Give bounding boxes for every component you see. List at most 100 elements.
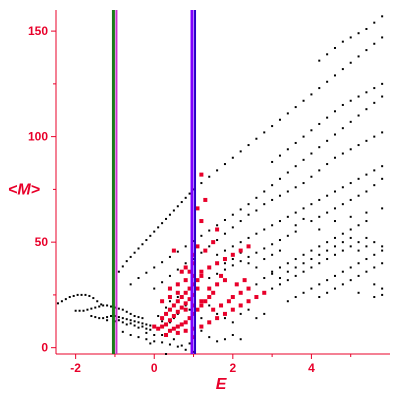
black-point xyxy=(381,131,384,134)
red-point xyxy=(230,307,235,312)
red-point xyxy=(199,303,204,308)
black-point xyxy=(373,169,376,172)
black-point xyxy=(310,93,313,96)
red-point xyxy=(183,301,188,306)
red-point xyxy=(222,278,227,283)
black-point xyxy=(326,80,329,83)
black-point xyxy=(302,158,305,161)
x-tick-label: -2 xyxy=(70,361,81,375)
black-point xyxy=(78,309,81,312)
black-point xyxy=(302,262,305,265)
black-point xyxy=(310,175,313,178)
black-point xyxy=(365,190,368,193)
black-point xyxy=(137,326,140,329)
black-point xyxy=(168,255,171,258)
black-point xyxy=(157,315,160,318)
black-point xyxy=(153,266,156,269)
red-point xyxy=(234,282,239,287)
black-point xyxy=(381,15,384,18)
black-point xyxy=(349,228,352,231)
black-point xyxy=(216,169,219,172)
black-point xyxy=(76,293,79,296)
black-point xyxy=(294,165,297,168)
black-point xyxy=(263,190,266,193)
black-point xyxy=(129,312,132,315)
red-point xyxy=(230,295,235,300)
black-point xyxy=(161,320,164,323)
red-point xyxy=(242,278,247,283)
black-point xyxy=(373,135,376,138)
red-point xyxy=(222,311,227,316)
black-point xyxy=(310,266,313,269)
y-tick-label: 50 xyxy=(35,235,49,249)
red-point xyxy=(171,248,176,253)
black-point xyxy=(318,245,321,248)
red-point xyxy=(199,269,204,274)
black-point xyxy=(68,296,71,299)
black-point xyxy=(271,270,274,273)
vertical-lines xyxy=(111,10,197,354)
black-point xyxy=(302,270,305,273)
black-point xyxy=(326,194,329,197)
black-point xyxy=(381,95,384,98)
red-point xyxy=(215,316,220,321)
black-point xyxy=(381,36,384,39)
black-point xyxy=(223,232,226,235)
black-point xyxy=(223,268,226,271)
black-point xyxy=(381,82,384,85)
red-point xyxy=(246,244,251,249)
black-point xyxy=(286,190,289,193)
black-point xyxy=(125,318,128,321)
black-point xyxy=(357,114,360,117)
black-point xyxy=(106,319,109,322)
black-point xyxy=(216,253,219,256)
red-point xyxy=(183,320,188,325)
black-point xyxy=(357,55,360,58)
black-point xyxy=(294,266,297,269)
black-point xyxy=(247,203,250,206)
black-point xyxy=(239,241,242,244)
black-point xyxy=(341,40,344,43)
black-point xyxy=(263,312,266,315)
black-point xyxy=(326,258,329,261)
black-point xyxy=(341,232,344,235)
black-point xyxy=(145,323,148,326)
black-point xyxy=(278,194,281,197)
black-point xyxy=(373,42,376,45)
black-point xyxy=(286,270,289,273)
red-point xyxy=(219,273,224,278)
black-point xyxy=(365,270,368,273)
black-point xyxy=(188,308,191,311)
black-point xyxy=(125,310,128,313)
red-point xyxy=(164,333,169,338)
red-point xyxy=(175,290,180,295)
black-point xyxy=(165,217,168,220)
black-point xyxy=(302,135,305,138)
black-point xyxy=(365,220,368,223)
black-point xyxy=(381,262,384,265)
black-point xyxy=(106,316,109,319)
black-point xyxy=(271,184,274,187)
black-point xyxy=(294,211,297,214)
black-point xyxy=(365,27,368,30)
black-point xyxy=(341,249,344,252)
black-point xyxy=(263,131,266,134)
red-point xyxy=(203,248,208,253)
black-point xyxy=(216,312,219,315)
black-point xyxy=(223,218,226,221)
black-point xyxy=(318,296,321,299)
red-point xyxy=(199,273,204,278)
black-point xyxy=(231,226,234,229)
black-point xyxy=(349,99,352,102)
black-point xyxy=(216,340,219,343)
black-point xyxy=(145,338,148,341)
black-point xyxy=(200,329,203,332)
black-point xyxy=(117,307,120,310)
y-axis-title: <M> xyxy=(8,181,40,198)
black-point xyxy=(102,317,105,320)
red-point xyxy=(219,303,224,308)
black-point xyxy=(180,201,183,204)
red-point xyxy=(195,286,200,291)
black-point xyxy=(381,207,384,210)
black-point xyxy=(176,268,179,271)
